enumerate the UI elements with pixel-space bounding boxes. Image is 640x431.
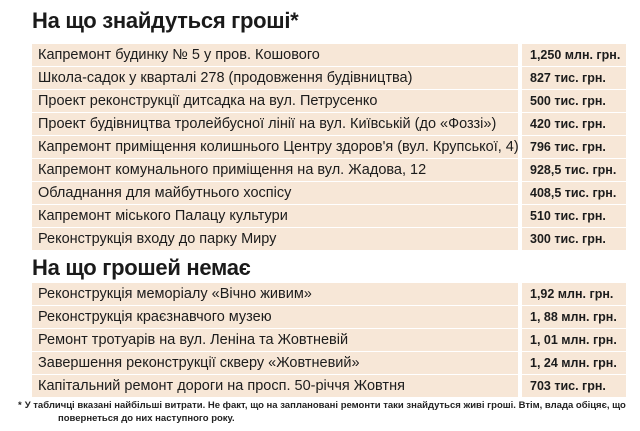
row-value: 408,5 тис. грн. xyxy=(522,182,626,205)
table-row: Проект реконструкції дитсадка на вул. Пе… xyxy=(32,90,626,113)
footnote-line-1: У табличці вказані найбільші витрати. Не… xyxy=(24,400,626,411)
row-value: 827 тис. грн. xyxy=(522,67,626,90)
footnote-star: * xyxy=(18,400,22,411)
section-title-missing: На що грошей немає xyxy=(32,255,251,280)
table-row: Школа-садок у кварталі 278 (продовження … xyxy=(32,67,626,90)
row-name: Капітальний ремонт дороги на просп. 50-р… xyxy=(32,375,522,398)
table-row: Проект будівництва тролейбусної лінії на… xyxy=(32,113,626,136)
row-value: 420 тис. грн. xyxy=(522,113,626,136)
footnote-line-2: повернеться до них наступного року. xyxy=(58,413,235,424)
row-value: 1, 24 млн. грн. xyxy=(522,352,626,375)
row-value: 1, 01 млн. грн. xyxy=(522,329,626,352)
row-name: Обладнання для майбутнього хоспісу xyxy=(32,182,522,205)
table-row: Капремонт міського Палацу культури 510 т… xyxy=(32,205,626,228)
row-name: Капремонт міського Палацу культури xyxy=(32,205,522,228)
row-value: 300 тис. грн. xyxy=(522,228,626,251)
section-title-found: На що знайдуться гроші* xyxy=(32,8,299,33)
table-row: Обладнання для майбутнього хоспісу 408,5… xyxy=(32,182,626,205)
row-value: 1,92 млн. грн. xyxy=(522,283,626,306)
row-name: Школа-садок у кварталі 278 (продовження … xyxy=(32,67,522,90)
row-name: Ремонт тротуарів на вул. Леніна та Жовтн… xyxy=(32,329,522,352)
table-row: Завершення реконструкції скверу «Жовтнев… xyxy=(32,352,626,375)
footnote: * У табличці вказані найбільші витрати. Н… xyxy=(18,399,628,425)
row-value: 796 тис. грн. xyxy=(522,136,626,159)
table-row: Ремонт тротуарів на вул. Леніна та Жовтн… xyxy=(32,329,626,352)
row-value: 1,250 млн. грн. xyxy=(522,44,626,67)
row-value: 928,5 тис. грн. xyxy=(522,159,626,182)
table-row: Реконструкція входу до парку Миру 300 ти… xyxy=(32,228,626,251)
row-name: Капремонт приміщення колишнього Центру з… xyxy=(32,136,522,159)
row-name: Проект реконструкції дитсадка на вул. Пе… xyxy=(32,90,522,113)
table-row: Реконструкція меморіалу «Вічно живим» 1,… xyxy=(32,283,626,306)
row-value: 1, 88 млн. грн. xyxy=(522,306,626,329)
table-row: Капремонт приміщення колишнього Центру з… xyxy=(32,136,626,159)
row-name: Реконструкція входу до парку Миру xyxy=(32,228,522,251)
row-value: 703 тис. грн. xyxy=(522,375,626,398)
table-row: Капремонт будинку № 5 у пров. Кошового 1… xyxy=(32,44,626,67)
row-name: Капремонт комунального приміщення на вул… xyxy=(32,159,522,182)
row-name: Реконструкція меморіалу «Вічно живим» xyxy=(32,283,522,306)
row-name: Проект будівництва тролейбусної лінії на… xyxy=(32,113,522,136)
table-found: Капремонт будинку № 5 у пров. Кошового 1… xyxy=(32,44,626,251)
table-missing: Реконструкція меморіалу «Вічно живим» 1,… xyxy=(32,283,626,398)
row-name: Капремонт будинку № 5 у пров. Кошового xyxy=(32,44,522,67)
table-row: Реконструкція краєзнавчого музею 1, 88 м… xyxy=(32,306,626,329)
row-value: 510 тис. грн. xyxy=(522,205,626,228)
row-value: 500 тис. грн. xyxy=(522,90,626,113)
row-name: Реконструкція краєзнавчого музею xyxy=(32,306,522,329)
row-name: Завершення реконструкції скверу «Жовтнев… xyxy=(32,352,522,375)
table-row: Капремонт комунального приміщення на вул… xyxy=(32,159,626,182)
table-row: Капітальний ремонт дороги на просп. 50-р… xyxy=(32,375,626,398)
